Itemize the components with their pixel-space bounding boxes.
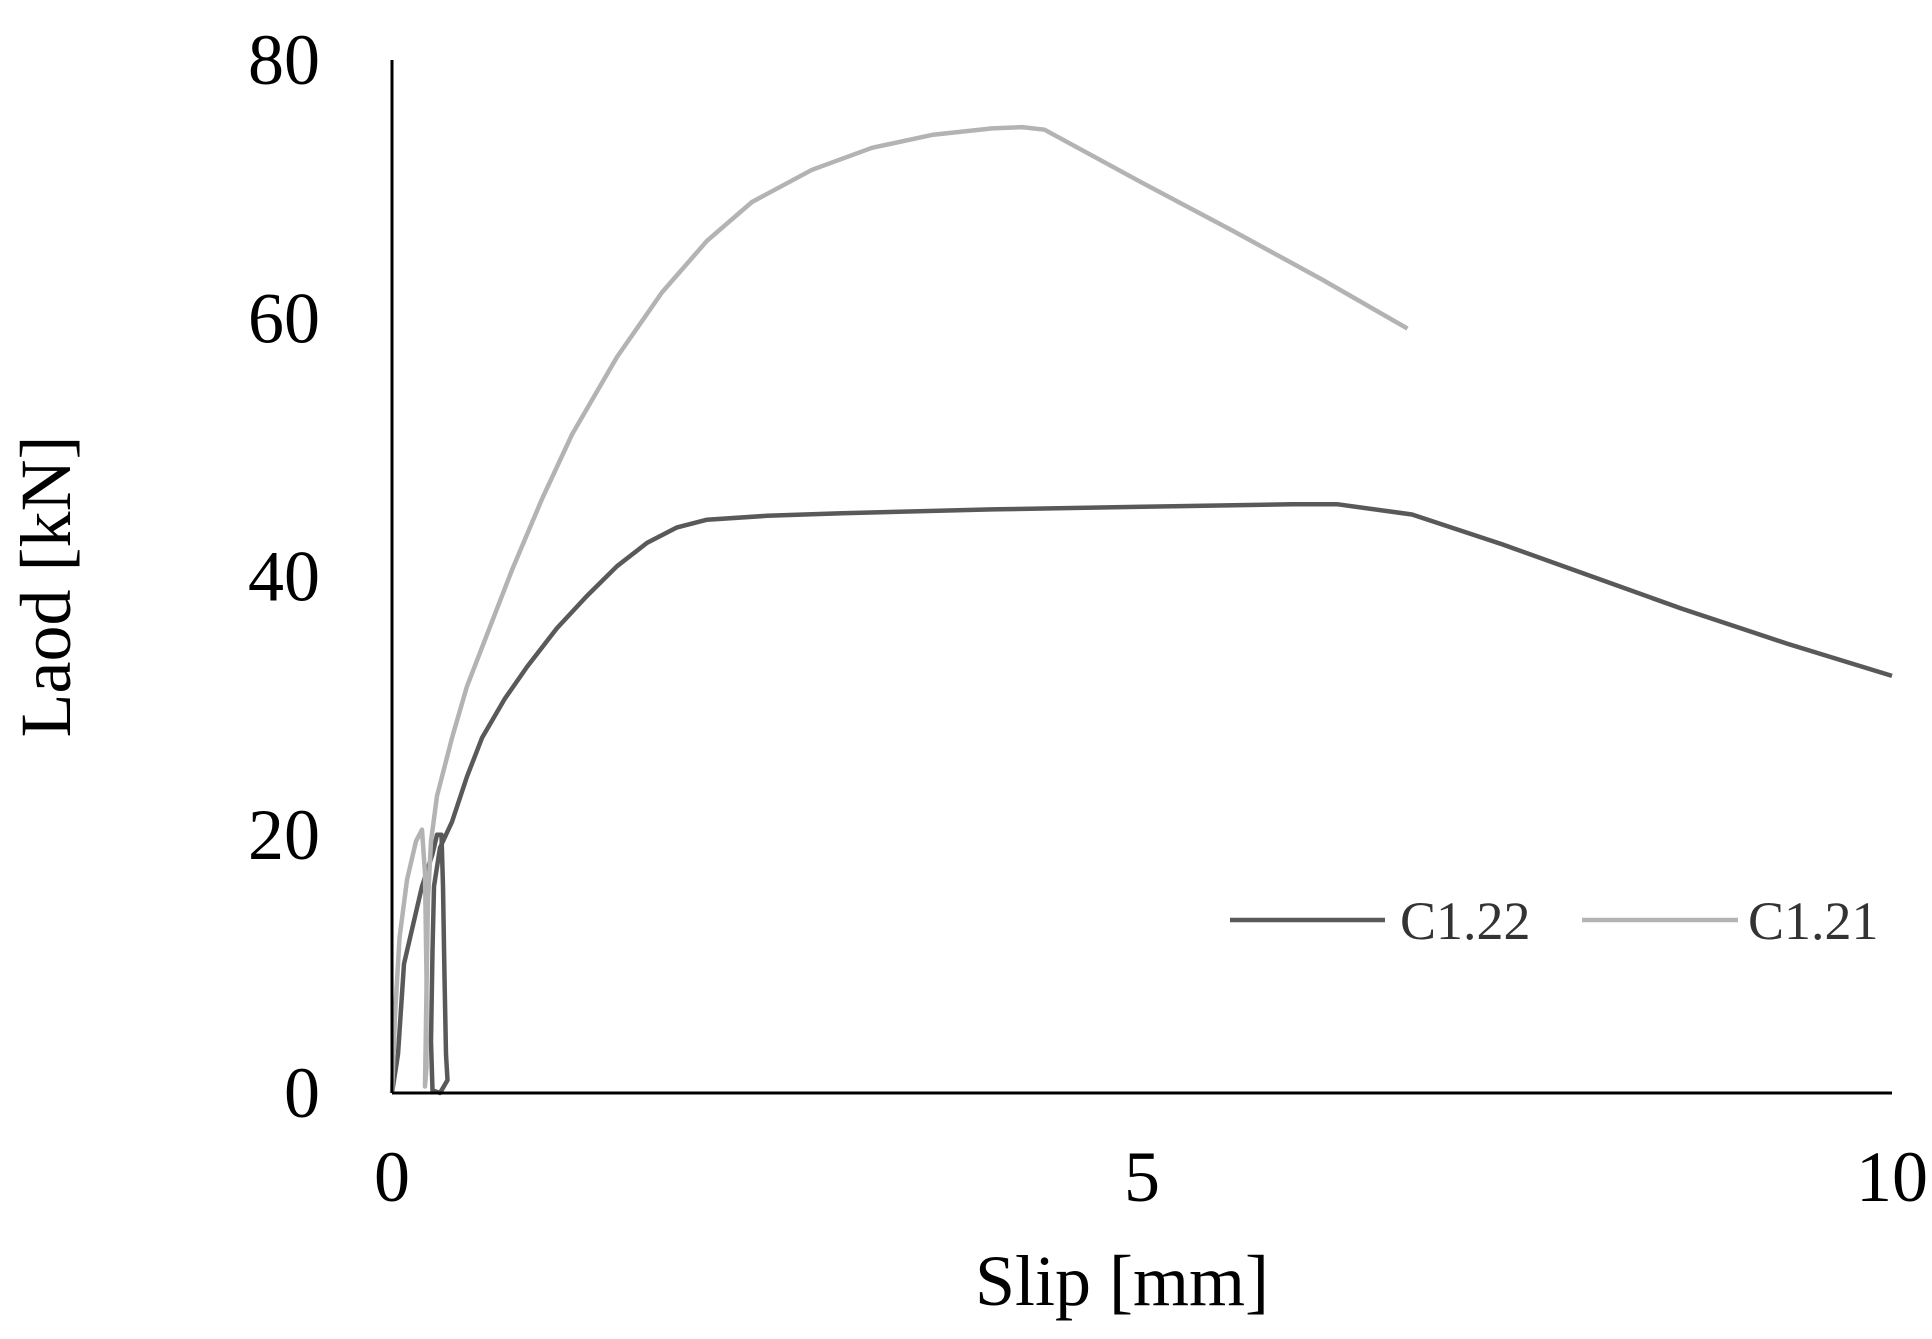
legend: C1.22 C1.21 <box>1230 891 1879 951</box>
y-axis-title: Laod [kN] <box>6 436 86 738</box>
plot-lines <box>389 124 1893 1096</box>
x-tick-labels: 0 5 10 <box>374 1137 1928 1217</box>
legend-label: C1.21 <box>1748 891 1879 951</box>
x-tick-label: 10 <box>1856 1137 1928 1217</box>
legend-label: C1.22 <box>1400 891 1531 951</box>
y-tick-label: 60 <box>248 278 320 358</box>
y-tick-label: 0 <box>284 1053 320 1133</box>
x-axis-title: Slip [mm] <box>975 1241 1269 1321</box>
x-tick-label: 0 <box>374 1137 410 1217</box>
series-line-C1.22 <box>389 501 1893 1096</box>
series-line-C1.21 <box>389 124 1409 1094</box>
y-tick-labels: 0 20 40 60 80 <box>248 20 320 1133</box>
y-tick-label: 80 <box>248 20 320 100</box>
y-tick-label: 20 <box>248 795 320 875</box>
x-tick-label: 5 <box>1124 1137 1160 1217</box>
y-tick-label: 40 <box>248 537 320 617</box>
